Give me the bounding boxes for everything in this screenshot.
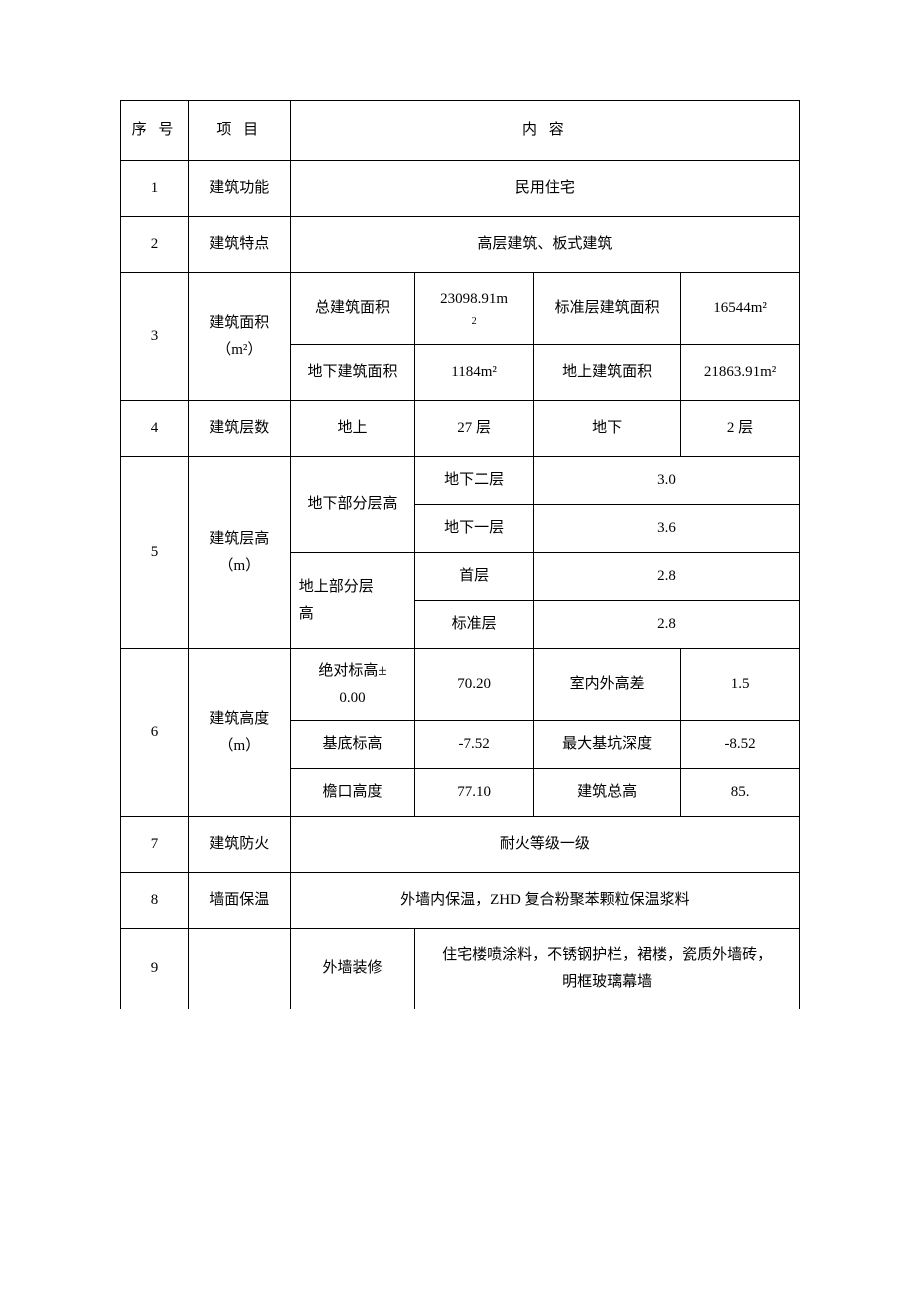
r5-item-l2: （m） xyxy=(193,553,286,580)
r9-item xyxy=(188,929,290,1009)
r9-content-l1: 住宅楼喷涂料，不锈钢护栏，裙楼，瓷质外墙砖， xyxy=(419,942,795,969)
r5-seq: 5 xyxy=(121,457,189,649)
r5-ug1-value: 3.0 xyxy=(534,457,800,505)
r9-content-l2: 明框玻璃幕墙 xyxy=(419,969,795,996)
r8-content: 外墙内保温，ZHD 复合粉聚苯颗粒保温浆料 xyxy=(290,873,799,929)
r4-item: 建筑层数 xyxy=(188,401,290,457)
r5-ug2-value: 3.6 xyxy=(534,505,800,553)
r3-a1-label: 总建筑面积 xyxy=(290,273,414,345)
r3-b2-value: 21863.91m² xyxy=(681,345,800,401)
row-5a: 5 建筑层高 （m） 地下部分层高 地下二层 3.0 xyxy=(121,457,800,505)
r1-item: 建筑功能 xyxy=(188,161,290,217)
r6-c1-value: 77.10 xyxy=(415,769,534,817)
header-item: 项 目 xyxy=(188,101,290,161)
r3-b1-value: 1184m² xyxy=(415,345,534,401)
r9-sub-label: 外墙装修 xyxy=(290,929,414,1009)
r3-item-l2: （m²） xyxy=(193,337,286,364)
r5-ug1-label: 地下二层 xyxy=(415,457,534,505)
row-3a: 3 建筑面积 （m²） 总建筑面积 23098.91m 2 标准层建筑面积 16… xyxy=(121,273,800,345)
r8-item: 墙面保温 xyxy=(188,873,290,929)
header-content: 内 容 xyxy=(290,101,799,161)
r9-seq: 9 xyxy=(121,929,189,1009)
r5-item-l1: 建筑层高 xyxy=(193,526,286,553)
r1-content: 民用住宅 xyxy=(290,161,799,217)
r6-item-l2: （m） xyxy=(193,733,286,760)
r6-a1-l1: 绝对标高± xyxy=(295,658,410,685)
r3-item-l1: 建筑面积 xyxy=(193,310,286,337)
r6-a1-value: 70.20 xyxy=(415,649,534,721)
r5-ug2-label: 地下一层 xyxy=(415,505,534,553)
table-header-row: 序 号 项 目 内 容 xyxy=(121,101,800,161)
r5-ug-label: 地下部分层高 xyxy=(290,457,414,553)
r5-ag-l1: 地上部分层 xyxy=(299,574,410,601)
r6-b1-label: 基底标高 xyxy=(290,721,414,769)
row-8: 8 墙面保温 外墙内保温，ZHD 复合粉聚苯颗粒保温浆料 xyxy=(121,873,800,929)
r3-a1-value: 23098.91m 2 xyxy=(415,273,534,345)
r5-ag1-label: 首层 xyxy=(415,553,534,601)
r1-seq: 1 xyxy=(121,161,189,217)
row-7: 7 建筑防火 耐火等级一级 xyxy=(121,817,800,873)
building-spec-table: 序 号 项 目 内 容 1 建筑功能 民用住宅 2 建筑特点 高层建筑、板式建筑… xyxy=(120,100,800,1009)
r4-a-value: 27 层 xyxy=(415,401,534,457)
r7-content: 耐火等级一级 xyxy=(290,817,799,873)
r5-ag-label: 地上部分层 高 xyxy=(290,553,414,649)
r3-b1-label: 地下建筑面积 xyxy=(290,345,414,401)
r4-b-value: 2 层 xyxy=(681,401,800,457)
r2-item: 建筑特点 xyxy=(188,217,290,273)
r6-c2-value: 85. xyxy=(681,769,800,817)
row-4: 4 建筑层数 地上 27 层 地下 2 层 xyxy=(121,401,800,457)
r7-item: 建筑防火 xyxy=(188,817,290,873)
r6-b1-value: -7.52 xyxy=(415,721,534,769)
r6-b2-value: -8.52 xyxy=(681,721,800,769)
r6-item-l1: 建筑高度 xyxy=(193,706,286,733)
r2-content: 高层建筑、板式建筑 xyxy=(290,217,799,273)
r6-c1-label: 檐口高度 xyxy=(290,769,414,817)
r6-c2-label: 建筑总高 xyxy=(534,769,681,817)
header-seq: 序 号 xyxy=(121,101,189,161)
r3-item: 建筑面积 （m²） xyxy=(188,273,290,401)
r9-content: 住宅楼喷涂料，不锈钢护栏，裙楼，瓷质外墙砖， 明框玻璃幕墙 xyxy=(415,929,800,1009)
r2-seq: 2 xyxy=(121,217,189,273)
r3-a1-v1: 23098.91m xyxy=(419,286,529,313)
row-6a: 6 建筑高度 （m） 绝对标高± 0.00 70.20 室内外高差 1.5 xyxy=(121,649,800,721)
r5-ag2-label: 标准层 xyxy=(415,601,534,649)
r6-b2-label: 最大基坑深度 xyxy=(534,721,681,769)
r3-seq: 3 xyxy=(121,273,189,401)
r5-item: 建筑层高 （m） xyxy=(188,457,290,649)
row-1: 1 建筑功能 民用住宅 xyxy=(121,161,800,217)
r4-a-label: 地上 xyxy=(290,401,414,457)
r8-seq: 8 xyxy=(121,873,189,929)
r6-seq: 6 xyxy=(121,649,189,817)
r6-item: 建筑高度 （m） xyxy=(188,649,290,817)
r4-b-label: 地下 xyxy=(534,401,681,457)
r3-a1-v2: 2 xyxy=(419,313,529,331)
r3-a2-value: 16544m² xyxy=(681,273,800,345)
r4-seq: 4 xyxy=(121,401,189,457)
r3-b2-label: 地上建筑面积 xyxy=(534,345,681,401)
r6-a2-label: 室内外高差 xyxy=(534,649,681,721)
r6-a1-l2: 0.00 xyxy=(295,685,410,712)
r3-a2-label: 标准层建筑面积 xyxy=(534,273,681,345)
row-9: 9 外墙装修 住宅楼喷涂料，不锈钢护栏，裙楼，瓷质外墙砖， 明框玻璃幕墙 xyxy=(121,929,800,1009)
r5-ag2-value: 2.8 xyxy=(534,601,800,649)
row-2: 2 建筑特点 高层建筑、板式建筑 xyxy=(121,217,800,273)
r5-ag1-value: 2.8 xyxy=(534,553,800,601)
r6-a1-label: 绝对标高± 0.00 xyxy=(290,649,414,721)
r7-seq: 7 xyxy=(121,817,189,873)
r6-a2-value: 1.5 xyxy=(681,649,800,721)
r5-ag-l2: 高 xyxy=(299,601,410,628)
